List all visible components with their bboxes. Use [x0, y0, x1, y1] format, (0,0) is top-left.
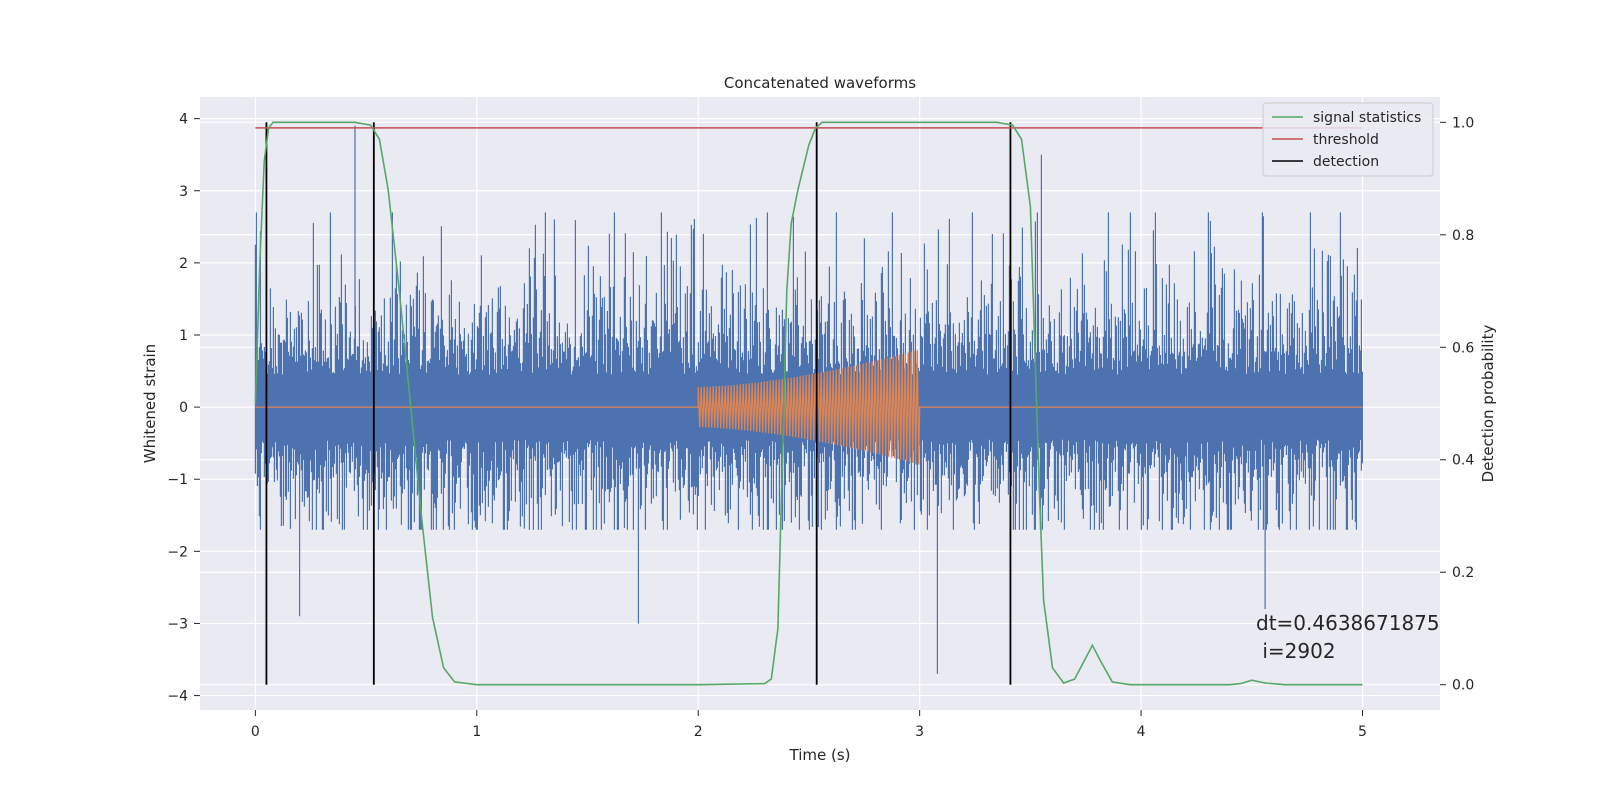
y-tick-label-right: 0.4: [1452, 453, 1474, 469]
x-tick-label: 4: [1137, 724, 1146, 740]
injected-series-line: [255, 350, 1363, 465]
legend-label-detection: detection: [1313, 154, 1379, 170]
x-tick-label: 2: [694, 724, 703, 740]
y-axis-label-left: Whitened strain: [141, 344, 159, 463]
y-tick-label-left: −4: [167, 689, 188, 705]
legend-label-signal-statistics: signal statistics: [1313, 110, 1421, 126]
ticks: 0 1 2 3 4 5 −4 −3 −2 −1 0 1 2 3 4 0.0 0.2 0.4 0.6 0.8 1.0: [167, 112, 1474, 740]
y-axis-label-right: Detection probability: [1479, 325, 1497, 483]
chart-title: Concatenated waveforms: [724, 74, 916, 92]
y-tick-label-left: 4: [179, 112, 188, 128]
y-tick-label-left: 2: [179, 256, 188, 272]
y-tick-label-left: 0: [179, 400, 188, 416]
legend: signal statistics threshold detection: [1262, 102, 1434, 177]
y-tick-label-left: 3: [179, 184, 188, 200]
x-tick-label: 1: [472, 724, 481, 740]
y-tick-label-right: 0.2: [1452, 565, 1474, 581]
y-tick-label-right: 1.0: [1452, 115, 1474, 131]
y-tick-label-right: 0.0: [1452, 678, 1474, 694]
y-tick-label-right: 0.6: [1452, 340, 1474, 356]
annotation-dt: dt=0.4638671875: [1256, 611, 1440, 635]
annotation-index: i=2902: [1256, 639, 1336, 663]
x-axis-label: Time (s): [789, 746, 851, 764]
x-tick-label: 0: [251, 724, 260, 740]
x-tick-label: 3: [915, 724, 924, 740]
plot-content: [254, 121, 1363, 686]
y-tick-label-left: 1: [179, 328, 188, 344]
signal-statistics-series-line: [254, 121, 1363, 686]
y-tick-label-left: −2: [167, 544, 188, 560]
y-tick-label-right: 0.8: [1452, 228, 1474, 244]
legend-box: [1262, 102, 1434, 177]
legend-label-threshold: threshold: [1313, 132, 1379, 148]
x-tick-label: 5: [1358, 724, 1367, 740]
y-tick-label-left: −1: [167, 472, 188, 488]
detection-lines: [265, 122, 1012, 685]
y-tick-label-left: −3: [167, 616, 188, 632]
